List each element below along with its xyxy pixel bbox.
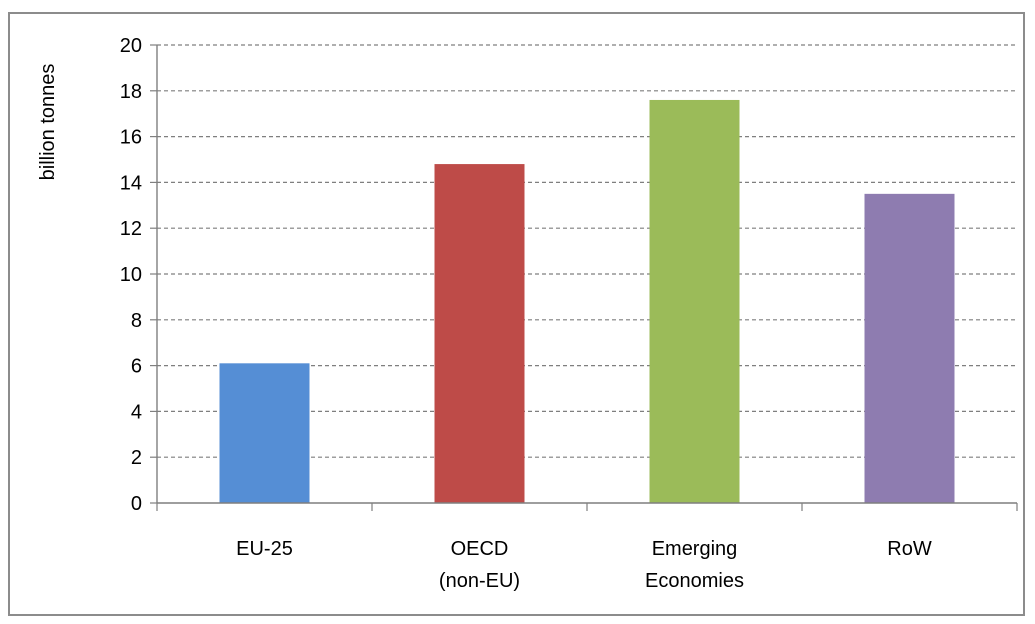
y-tick-label: 12 (120, 218, 142, 240)
bar (649, 99, 740, 504)
y-tick-label: 6 (131, 356, 142, 378)
y-tick-label: 0 (131, 493, 142, 515)
y-tick-label: 10 (120, 264, 142, 286)
x-category-label: OECD (451, 538, 509, 560)
x-category-label: RoW (887, 538, 932, 560)
bar (219, 363, 310, 503)
y-axis-label: billion tonnes (37, 64, 59, 181)
y-tick-label: 16 (120, 127, 142, 149)
x-category-labels: EU-25 OECD (non-EU) Emerging Economies RoW (236, 538, 932, 592)
y-tick-label: 14 (120, 172, 142, 194)
x-category-label: EU-25 (236, 538, 293, 560)
bar (434, 164, 525, 503)
bars (219, 99, 955, 504)
bar (864, 193, 955, 503)
x-category-label: (non-EU) (439, 570, 520, 592)
axes (150, 44, 1018, 511)
y-tick-label: 18 (120, 81, 142, 103)
y-tick-label: 20 (120, 35, 142, 57)
x-category-label: Emerging (652, 538, 738, 560)
x-category-label: Economies (645, 570, 744, 592)
y-tick-label: 2 (131, 447, 142, 469)
y-tick-labels: 0 2 4 6 8 10 12 14 16 18 20 (120, 35, 142, 515)
y-tick-label: 4 (131, 401, 142, 423)
y-tick-label: 8 (131, 310, 142, 332)
